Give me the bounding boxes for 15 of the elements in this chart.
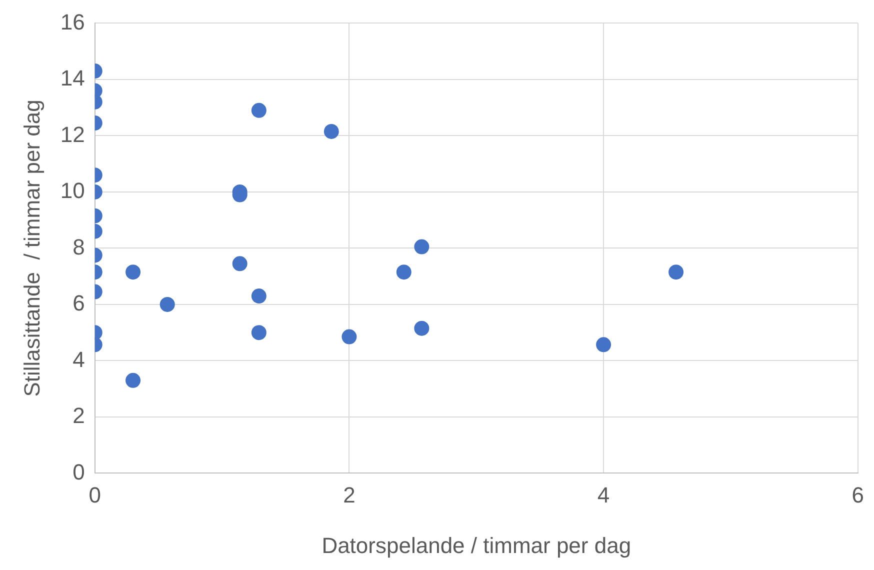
y-tick-label: 6 [72,290,85,316]
y-tick-label: 8 [72,234,85,260]
y-axis-title: Stillasittande / timmar per dag [19,100,44,397]
y-tick-label: 0 [72,459,85,484]
y-tick-label: 4 [72,346,85,372]
x-tick-label: 2 [343,482,356,508]
x-tick-label: 4 [597,482,610,508]
y-tick-label: 2 [72,403,85,428]
y-tick-label: 14 [60,66,85,91]
y-tick-label: 16 [60,9,85,34]
y-tick-label: 10 [60,178,85,204]
x-tick-label: 6 [852,482,864,508]
x-tick-label: 0 [88,482,101,508]
x-axis-title: Datorspelande / timmar per dag [322,532,632,558]
y-tick-label: 12 [60,122,85,147]
